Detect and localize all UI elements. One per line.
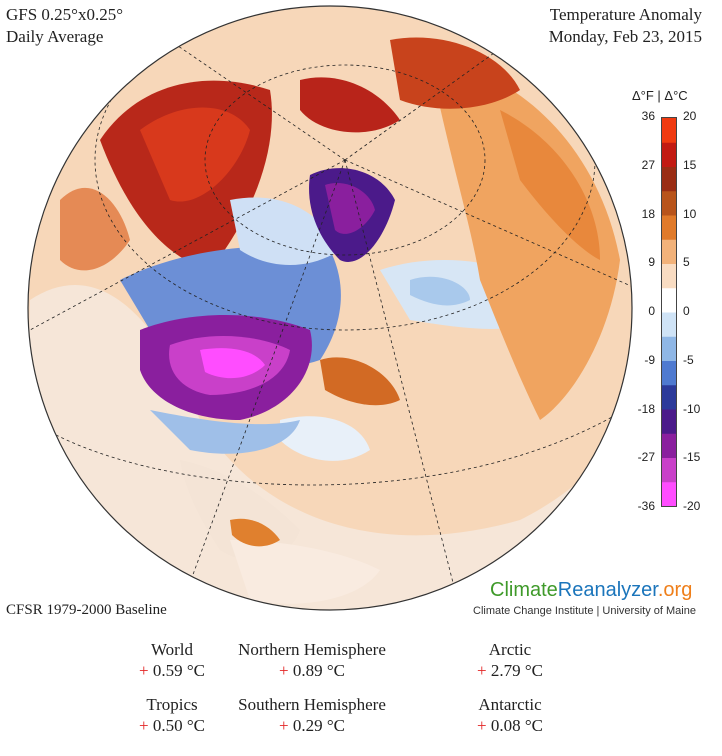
colorbar-tick-c: -20 (683, 499, 701, 513)
colorbar-segment (662, 457, 676, 483)
stat-label: Antarctic (478, 695, 542, 714)
colorbar-tick-c: -15 (683, 450, 701, 465)
colorbar-segment (662, 287, 676, 313)
stat-value-row: + 0.50 °C (62, 715, 282, 736)
colorbar-segment (662, 481, 676, 506)
colorbar-segment (662, 312, 676, 337)
colorbar-segment (662, 142, 676, 167)
colorbar-tick-f: 9 (648, 255, 655, 270)
brand-part-3: .org (657, 579, 693, 601)
colorbar-tick-f: -36 (637, 499, 655, 513)
colorbar-tick-c: 0 (683, 304, 690, 318)
header-left: GFS 0.25°x0.25° Daily Average (6, 4, 123, 48)
stat-sign: + (279, 661, 289, 680)
stat-value-row: + 0.29 °C (202, 715, 422, 736)
brand-part-2: Reanalyzer (557, 579, 658, 601)
brand-part-1: Climate (490, 579, 558, 601)
colorbar-segment (662, 190, 676, 216)
baseline-label: CFSR 1979-2000 Baseline (6, 602, 167, 618)
stat-tropics: Tropics + 0.50 °C (62, 694, 282, 736)
colorbar-tick-f: 18 (641, 206, 655, 221)
colorbar-segment (662, 433, 676, 458)
colorbar-tick-c: 5 (683, 255, 690, 270)
colorbar-tick-f: 27 (641, 157, 655, 172)
colorbar-tick-c: 15 (683, 157, 697, 172)
colorbar-tick-f: -18 (637, 401, 655, 416)
colorbar-segment (662, 239, 676, 264)
stat-value: 0.89 °C (292, 661, 345, 680)
date-label: Monday, Feb 23, 2015 (548, 27, 702, 46)
colorbar-segment (662, 409, 676, 434)
stat-sign: + (279, 716, 289, 735)
stat-value: 0.59 °C (152, 661, 205, 680)
stat-sign: + (477, 716, 487, 735)
colorbar-header: Δ°F | Δ°C (632, 88, 688, 103)
stat-value: 0.29 °C (292, 716, 345, 735)
stat-arctic: Arctic + 2.79 °C (400, 639, 620, 681)
colorbar-segment (662, 384, 676, 410)
header-right: Temperature Anomaly Monday, Feb 23, 2015 (549, 4, 702, 48)
stat-value: 0.08 °C (490, 716, 543, 735)
colorbar-segment (662, 166, 676, 192)
brand-logo: ClimateReanalyzer.org (490, 579, 692, 602)
colorbar-segment (662, 263, 676, 289)
period-label: Daily Average (6, 27, 104, 46)
stat-southern-hemisphere: Southern Hemisphere + 0.29 °C (202, 694, 422, 736)
colorbar (661, 117, 677, 507)
colorbar-tick-c: 20 (683, 109, 697, 123)
variable-label: Temperature Anomaly (549, 5, 702, 24)
colorbar-tick-c: 10 (683, 206, 697, 221)
stat-world: World + 0.59 °C (62, 639, 282, 681)
stat-sign: + (139, 661, 149, 680)
stat-label: World (150, 640, 194, 659)
globe-outline (27, 5, 633, 611)
stat-value: 2.79 °C (490, 661, 543, 680)
colorbar-tick-f: -27 (637, 450, 655, 465)
colorbar-tick-c: -10 (683, 401, 701, 416)
colorbar-tick-c: -5 (683, 352, 694, 367)
stat-value-row: + 0.59 °C (62, 660, 282, 681)
colorbar-segment (662, 215, 676, 240)
stat-label: Arctic (488, 640, 532, 659)
stat-label: Southern Hemisphere (238, 695, 386, 714)
colorbar-tick-f: 36 (641, 109, 655, 123)
stat-antarctic: Antarctic + 0.08 °C (400, 694, 620, 736)
model-label: GFS 0.25°x0.25° (6, 5, 124, 24)
colorbar-tick-f: 0 (648, 304, 655, 318)
colorbar-tick-f: -9 (644, 352, 655, 367)
stat-label: Northern Hemisphere (238, 640, 386, 659)
stat-value-row: + 0.89 °C (202, 660, 422, 681)
stat-northern-hemisphere: Northern Hemisphere + 0.89 °C (202, 639, 422, 681)
stat-value-row: + 0.08 °C (400, 715, 620, 736)
colorbar-segment (662, 336, 676, 361)
stat-value: 0.50 °C (152, 716, 205, 735)
colorbar-segment (662, 360, 676, 386)
credit-text: Climate Change Institute | University of… (473, 605, 696, 617)
stat-label: Tropics (146, 695, 198, 714)
colorbar-segment (662, 118, 676, 143)
stat-sign: + (477, 661, 487, 680)
stat-sign: + (139, 716, 149, 735)
globe-fill (28, 6, 632, 610)
stat-value-row: + 2.79 °C (400, 660, 620, 681)
